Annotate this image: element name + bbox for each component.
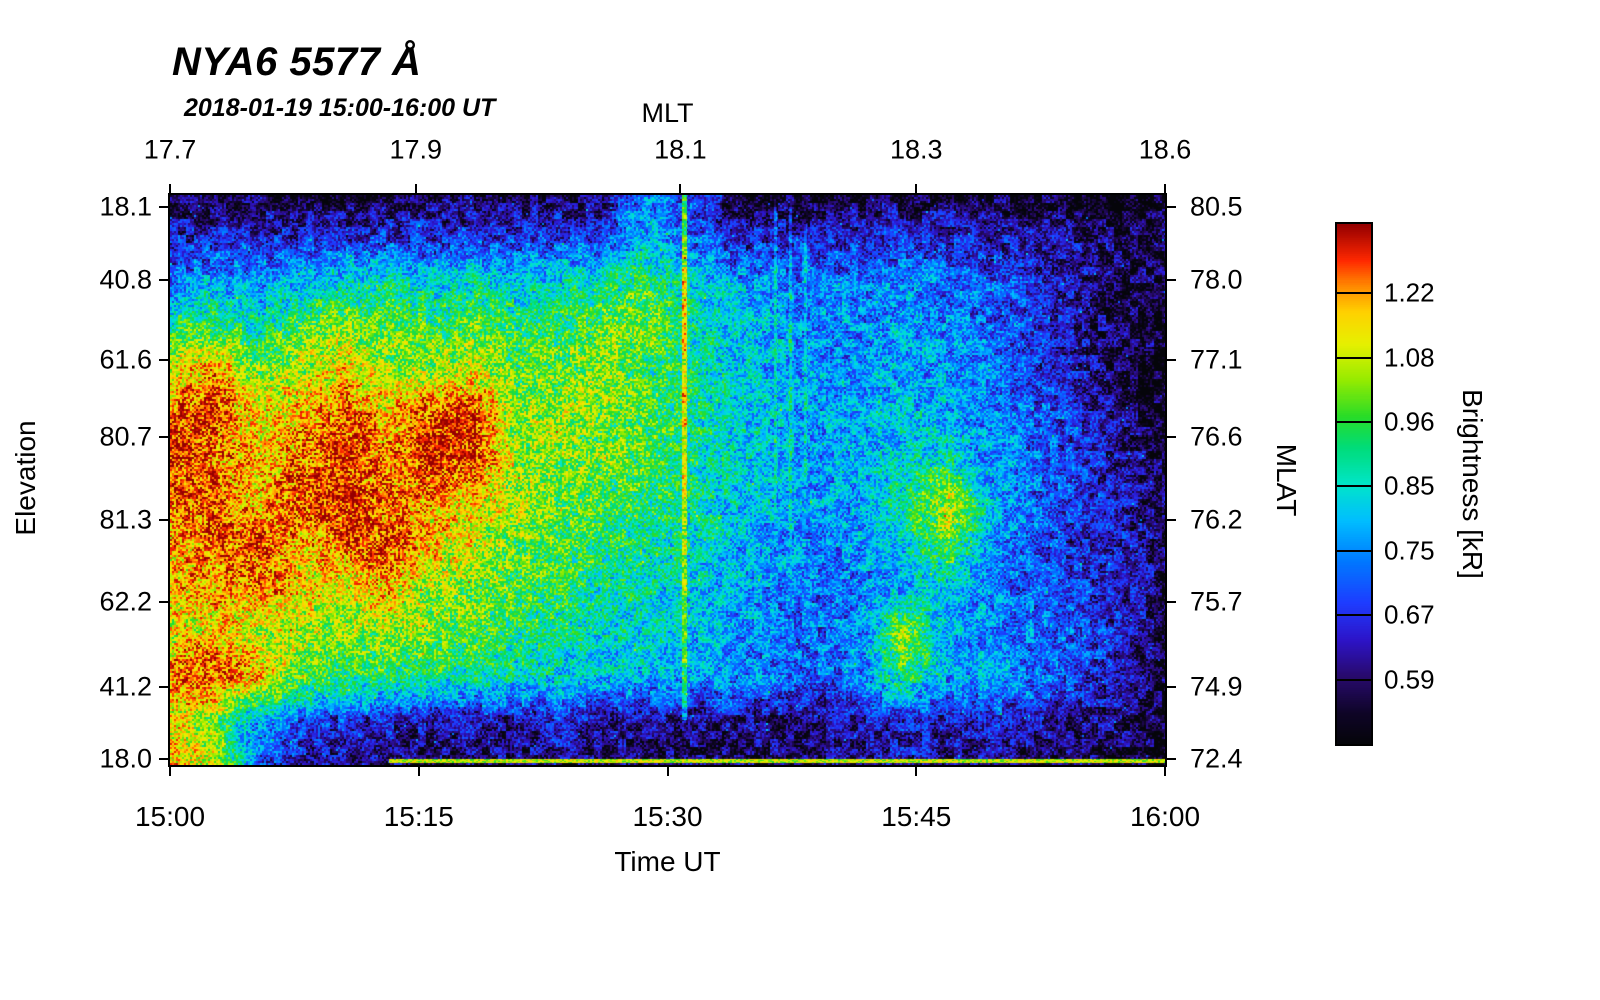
right-tick-mark [1165,518,1176,521]
heatmap-canvas [170,195,1165,765]
bottom-tick-label: 15:45 [881,801,952,832]
bottom-axis-label: Time UT [614,846,721,877]
top-tick-mark [169,184,171,195]
right-tick-label: 80.5 [1190,191,1243,222]
bottom-tick-mark [666,765,669,776]
top-tick-label: 18.6 [1138,134,1192,165]
right-tick-mark [1165,358,1176,361]
colorbar-tick-mark [1337,292,1371,295]
left-tick-label: 61.6 [99,344,152,375]
chart-title: NYA6 5577 Å [172,40,422,84]
bottom-tick-mark [169,765,171,776]
top-tick-label: 18.1 [654,134,707,165]
top-tick-label: 18.3 [889,134,943,165]
right-tick-mark [1165,278,1176,281]
top-tick-mark [1164,184,1166,195]
colorbar-tick-mark [1337,485,1371,488]
left-tick-mark [159,205,170,208]
colorbar-canvas [1337,224,1371,744]
colorbar-label: Brightness [kR] [1457,389,1488,579]
right-tick-label: 75.7 [1190,586,1243,617]
left-tick-mark [159,278,170,281]
colorbar-tick-mark [1337,550,1371,553]
left-tick-label: 18.1 [99,191,152,222]
left-tick-label: 40.8 [99,264,152,295]
colorbar-tick-label: 0.96 [1384,406,1435,437]
left-tick-mark [159,358,170,361]
left-axis-label: Elevation [10,420,41,536]
left-tick-mark [159,685,170,688]
left-tick-label: 62.2 [99,586,152,617]
right-tick-mark [1165,600,1176,603]
colorbar-tick-mark [1337,357,1371,360]
left-tick-mark [159,758,170,761]
colorbar-tick-label: 0.75 [1384,535,1435,566]
top-axis-label: MLT [641,98,694,128]
right-tick-label: 76.6 [1190,421,1243,452]
chart-subtitle: 2018-01-19 15:00-16:00 UT [184,94,496,122]
right-tick-mark [1165,436,1176,439]
colorbar-tick-label: 1.22 [1384,277,1435,308]
bottom-tick-label: 15:30 [632,801,703,832]
right-tick-label: 72.4 [1190,743,1243,774]
right-tick-label: 78.0 [1190,264,1243,295]
colorbar-tick-mark [1337,421,1371,424]
right-tick-label: 74.9 [1190,671,1243,702]
colorbar-tick-label: 1.08 [1384,342,1435,373]
left-tick-mark [159,518,170,521]
right-axis-label: MLAT [1271,443,1302,517]
colorbar-tick-mark [1337,614,1371,617]
left-tick-label: 81.3 [99,504,152,535]
colorbar-tick-label: 0.67 [1384,599,1435,630]
bottom-tick-mark [915,765,918,776]
right-tick-label: 76.2 [1190,504,1243,535]
bottom-tick-mark [417,765,420,776]
bottom-tick-label: 15:00 [134,801,206,832]
right-tick-mark [1165,758,1176,761]
left-tick-label: 18.0 [99,743,152,774]
bottom-tick-label: 15:15 [383,801,454,832]
left-tick-label: 80.7 [99,421,152,452]
colorbar-tick-mark [1337,679,1371,682]
left-tick-mark [159,600,170,603]
top-tick-mark [915,184,918,195]
bottom-tick-mark [1164,765,1166,776]
left-tick-label: 41.2 [99,671,152,702]
colorbar-tick-label: 0.85 [1384,470,1435,501]
top-tick-label: 17.9 [389,134,443,165]
top-tick-label: 17.7 [143,134,197,165]
colorbar-tick-label: 0.59 [1384,664,1435,695]
left-tick-mark [159,436,170,439]
bottom-tick-label: 16:00 [1129,801,1201,832]
right-tick-label: 77.1 [1190,344,1243,375]
right-tick-mark [1165,685,1176,688]
top-tick-mark [679,184,682,195]
right-tick-mark [1165,205,1176,208]
top-tick-mark [414,184,417,195]
